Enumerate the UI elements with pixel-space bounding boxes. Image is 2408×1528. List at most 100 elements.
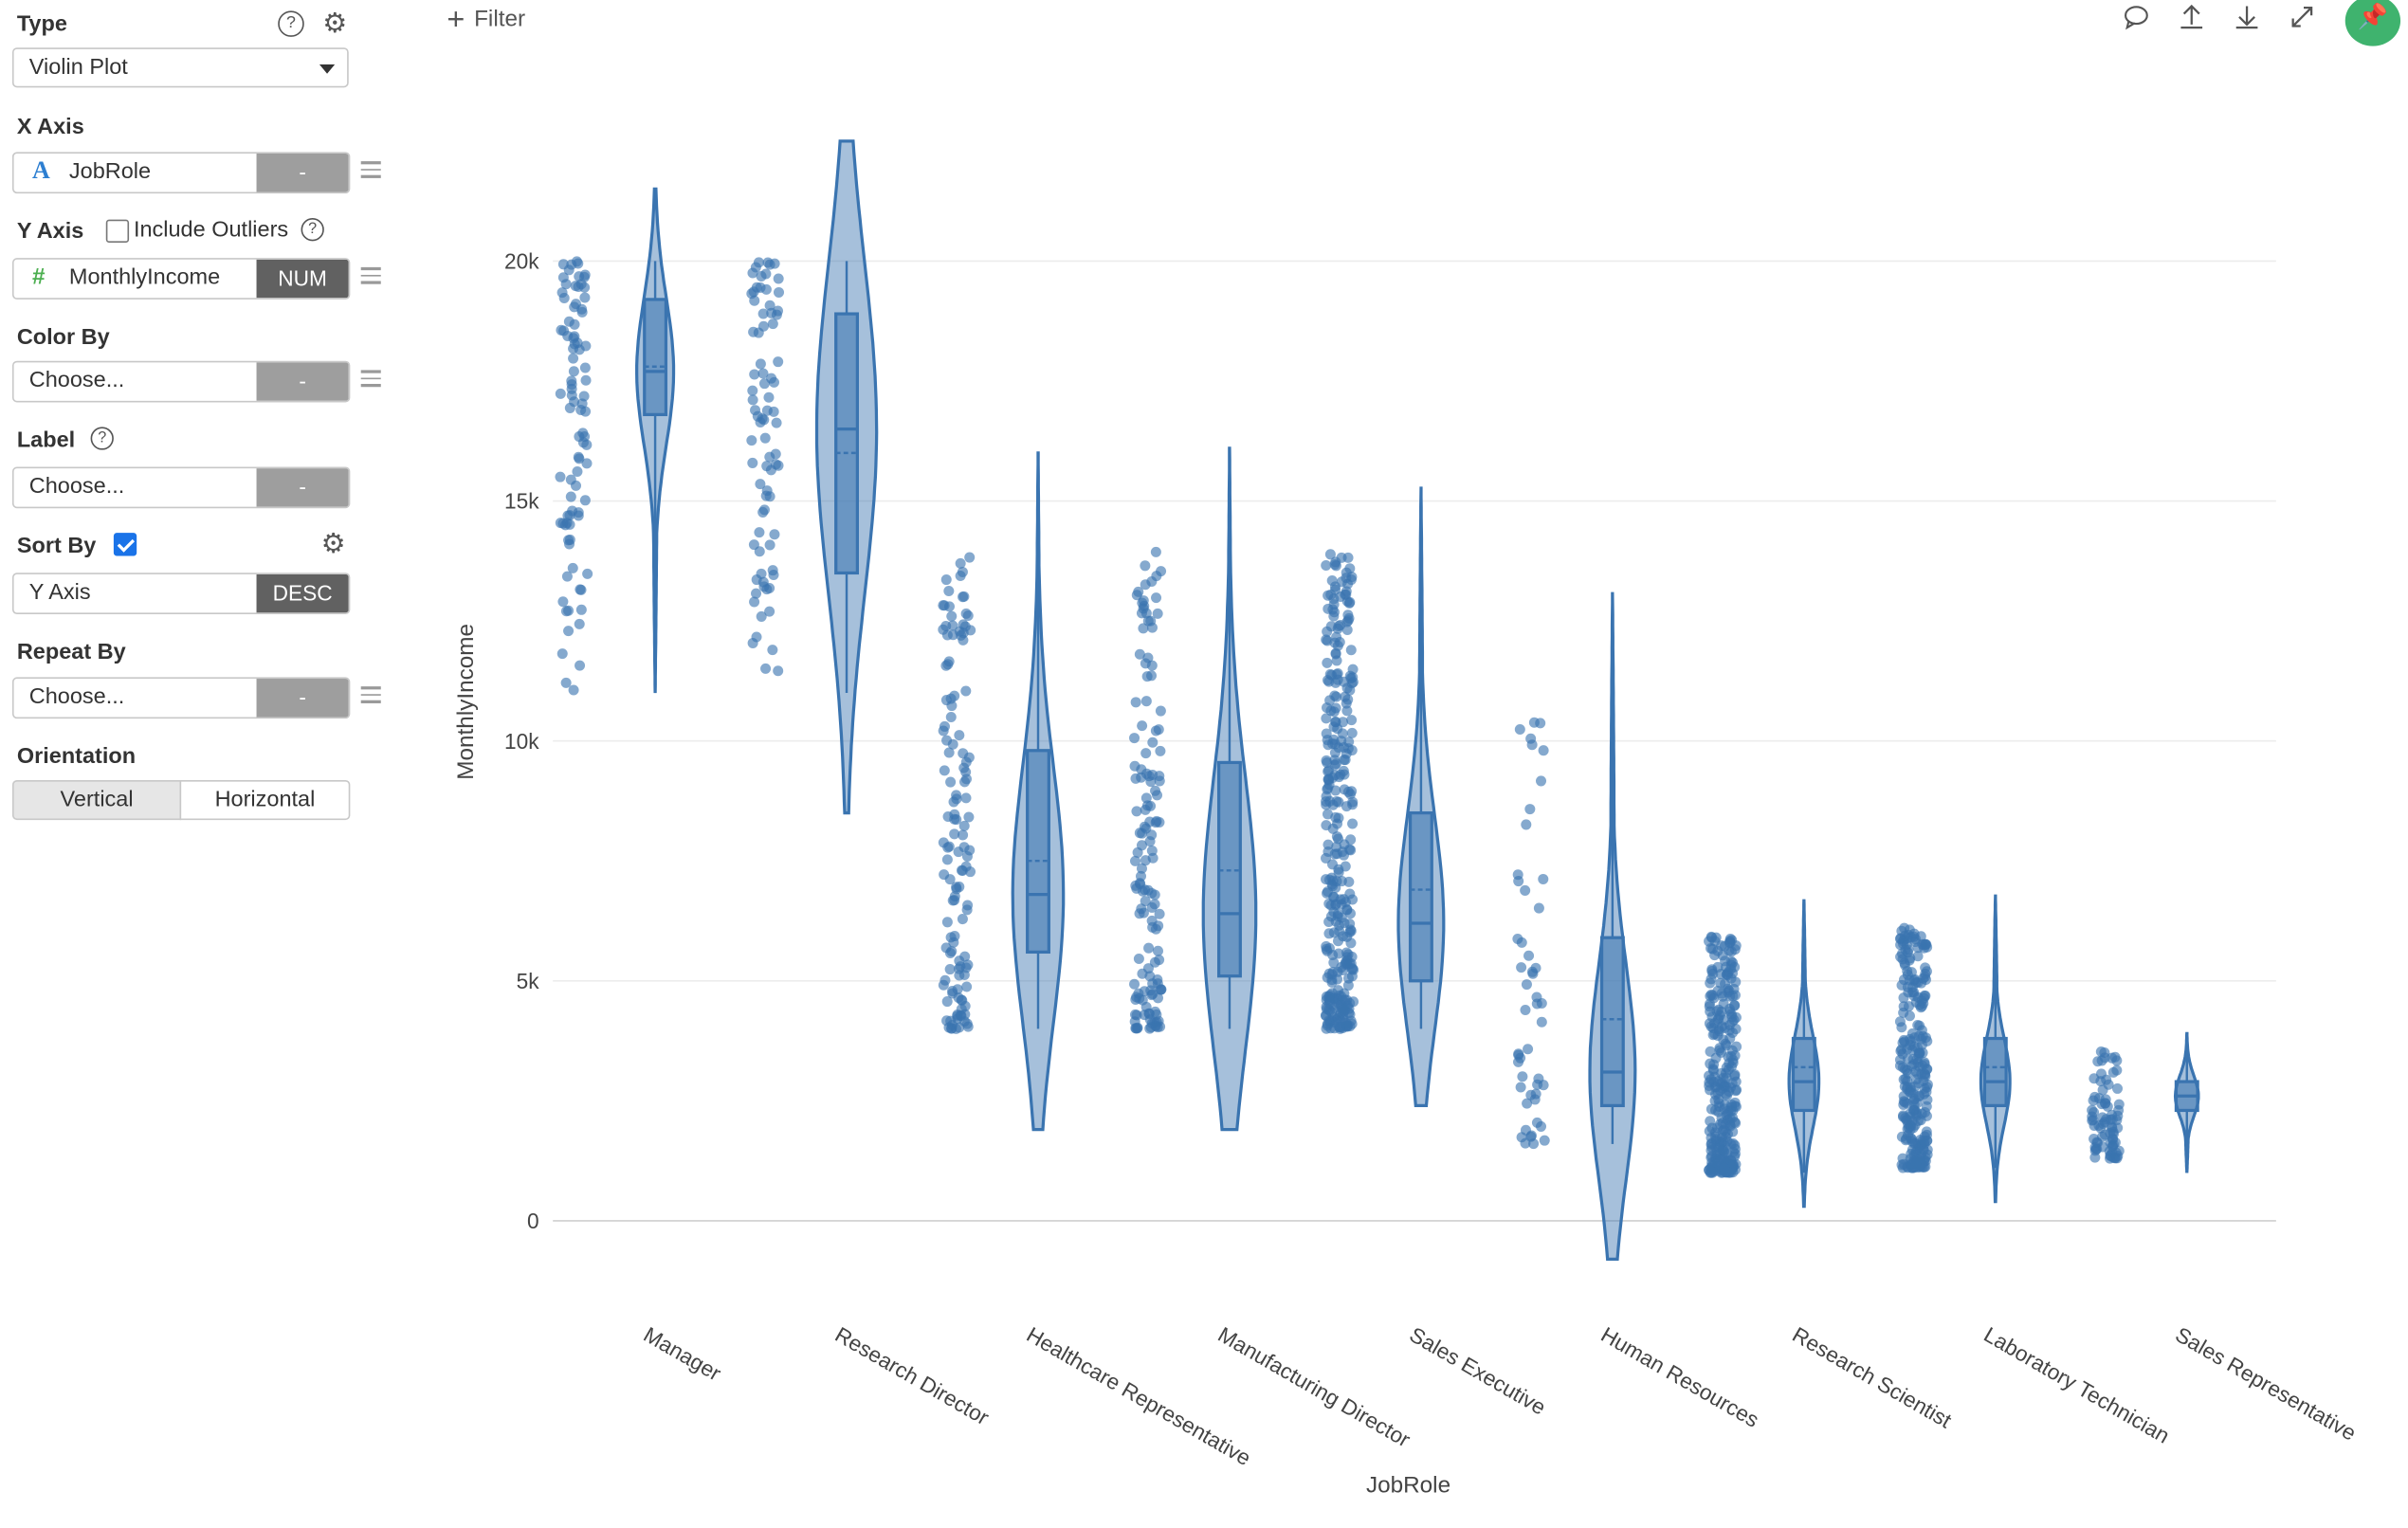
- data-point: [1150, 817, 1161, 828]
- data-point: [1346, 964, 1358, 975]
- data-point: [1321, 559, 1332, 571]
- comment-icon[interactable]: [2123, 3, 2150, 38]
- data-point: [961, 1018, 973, 1029]
- data-point: [2089, 1141, 2101, 1153]
- data-point: [1896, 1131, 1907, 1142]
- data-point: [756, 610, 767, 622]
- sort-by-field[interactable]: Y Axis DESC: [11, 573, 351, 614]
- data-point: [1894, 1016, 1906, 1028]
- data-point: [563, 535, 575, 546]
- data-point: [1152, 945, 1163, 956]
- download-icon[interactable]: [2233, 3, 2260, 38]
- pin-icon[interactable]: 📌: [2344, 0, 2401, 46]
- y-axis-menu-icon[interactable]: [360, 266, 381, 288]
- data-point: [1725, 1082, 1737, 1093]
- data-point: [1146, 660, 1158, 671]
- label-title: Label: [16, 427, 76, 453]
- data-point: [1334, 1022, 1345, 1033]
- color-by-agg-button[interactable]: -: [256, 362, 349, 401]
- data-point: [567, 562, 578, 573]
- include-outliers-checkbox[interactable]: [105, 219, 130, 243]
- data-point: [945, 712, 957, 723]
- label-field[interactable]: Choose... -: [11, 466, 351, 509]
- orientation-horizontal-button[interactable]: Horizontal: [179, 779, 351, 821]
- data-point: [1328, 607, 1340, 618]
- violin-box: [1408, 810, 1433, 983]
- data-point: [565, 491, 576, 502]
- data-point: [1330, 717, 1341, 728]
- data-point: [1729, 961, 1741, 973]
- data-point: [1140, 748, 1152, 759]
- data-point: [1152, 992, 1163, 1004]
- data-point: [1147, 737, 1158, 748]
- label-agg-button[interactable]: -: [256, 468, 349, 507]
- data-point: [1346, 727, 1358, 738]
- chevron-down-icon: [319, 64, 336, 74]
- gear-icon[interactable]: ⚙: [320, 528, 346, 559]
- gear-icon[interactable]: ⚙: [322, 8, 348, 39]
- x-axis-field-name: JobRole: [68, 159, 152, 185]
- help-icon[interactable]: ?: [301, 218, 324, 242]
- x-axis-agg-button[interactable]: -: [256, 154, 349, 192]
- color-by-value: Choose...: [28, 368, 125, 393]
- x-tick-label: Human Resources: [1596, 1321, 1763, 1431]
- x-axis-menu-icon[interactable]: [360, 161, 381, 182]
- data-point: [958, 762, 970, 773]
- data-point: [755, 282, 766, 293]
- upload-icon[interactable]: [2178, 3, 2205, 38]
- data-point: [952, 984, 963, 995]
- data-point: [1705, 977, 1716, 989]
- data-point: [764, 606, 775, 617]
- filter-label: Filter: [474, 6, 526, 33]
- y-axis-field-name: MonthlyIncome: [68, 265, 221, 291]
- data-point: [1727, 1105, 1739, 1117]
- repeat-by-field[interactable]: Choose... -: [11, 677, 351, 719]
- data-point: [962, 900, 974, 911]
- data-point: [1705, 1046, 1716, 1057]
- data-point: [1536, 998, 1547, 1010]
- orientation-vertical-button[interactable]: Vertical: [11, 779, 182, 821]
- data-point: [955, 557, 966, 569]
- data-point: [1323, 928, 1335, 939]
- help-icon[interactable]: ?: [278, 10, 304, 37]
- color-by-menu-icon[interactable]: [360, 370, 381, 391]
- data-point: [1153, 920, 1164, 932]
- data-point: [963, 811, 975, 823]
- data-point: [751, 588, 762, 599]
- help-icon[interactable]: ?: [90, 427, 114, 450]
- data-point: [1338, 676, 1350, 687]
- data-point: [1919, 1088, 1930, 1100]
- orientation-title: Orientation: [16, 744, 137, 770]
- data-point: [1344, 1021, 1356, 1032]
- data-point: [957, 994, 968, 1006]
- data-point: [949, 931, 960, 942]
- data-point: [1145, 615, 1157, 627]
- data-point: [1323, 991, 1335, 1002]
- data-point: [1915, 931, 1926, 942]
- data-point: [580, 406, 592, 417]
- data-point: [1718, 1072, 1729, 1083]
- data-point: [753, 257, 764, 268]
- data-point: [1906, 1061, 1918, 1072]
- data-point: [957, 914, 968, 925]
- color-by-field[interactable]: Choose... -: [11, 360, 351, 403]
- sort-by-checkbox[interactable]: [113, 533, 137, 556]
- expand-icon[interactable]: [2289, 3, 2316, 38]
- y-axis-agg-button[interactable]: NUM: [256, 259, 349, 299]
- data-point: [1136, 863, 1147, 874]
- sort-direction-button[interactable]: DESC: [256, 573, 349, 613]
- add-filter-button[interactable]: + Filter: [447, 3, 525, 38]
- data-point: [1897, 1111, 1909, 1122]
- x-axis-field[interactable]: A JobRole -: [11, 152, 351, 194]
- chart-type-select[interactable]: Violin Plot: [11, 47, 349, 88]
- data-point: [1347, 799, 1359, 810]
- y-axis-field[interactable]: # MonthlyIncome NUM: [11, 258, 351, 300]
- repeat-by-menu-icon[interactable]: [360, 686, 381, 707]
- data-point: [1129, 733, 1140, 744]
- data-point: [764, 539, 775, 551]
- data-point: [1343, 612, 1355, 624]
- data-point: [1146, 575, 1158, 588]
- repeat-by-agg-button[interactable]: -: [256, 679, 349, 718]
- text-type-icon: A: [32, 157, 50, 185]
- data-point: [959, 776, 971, 788]
